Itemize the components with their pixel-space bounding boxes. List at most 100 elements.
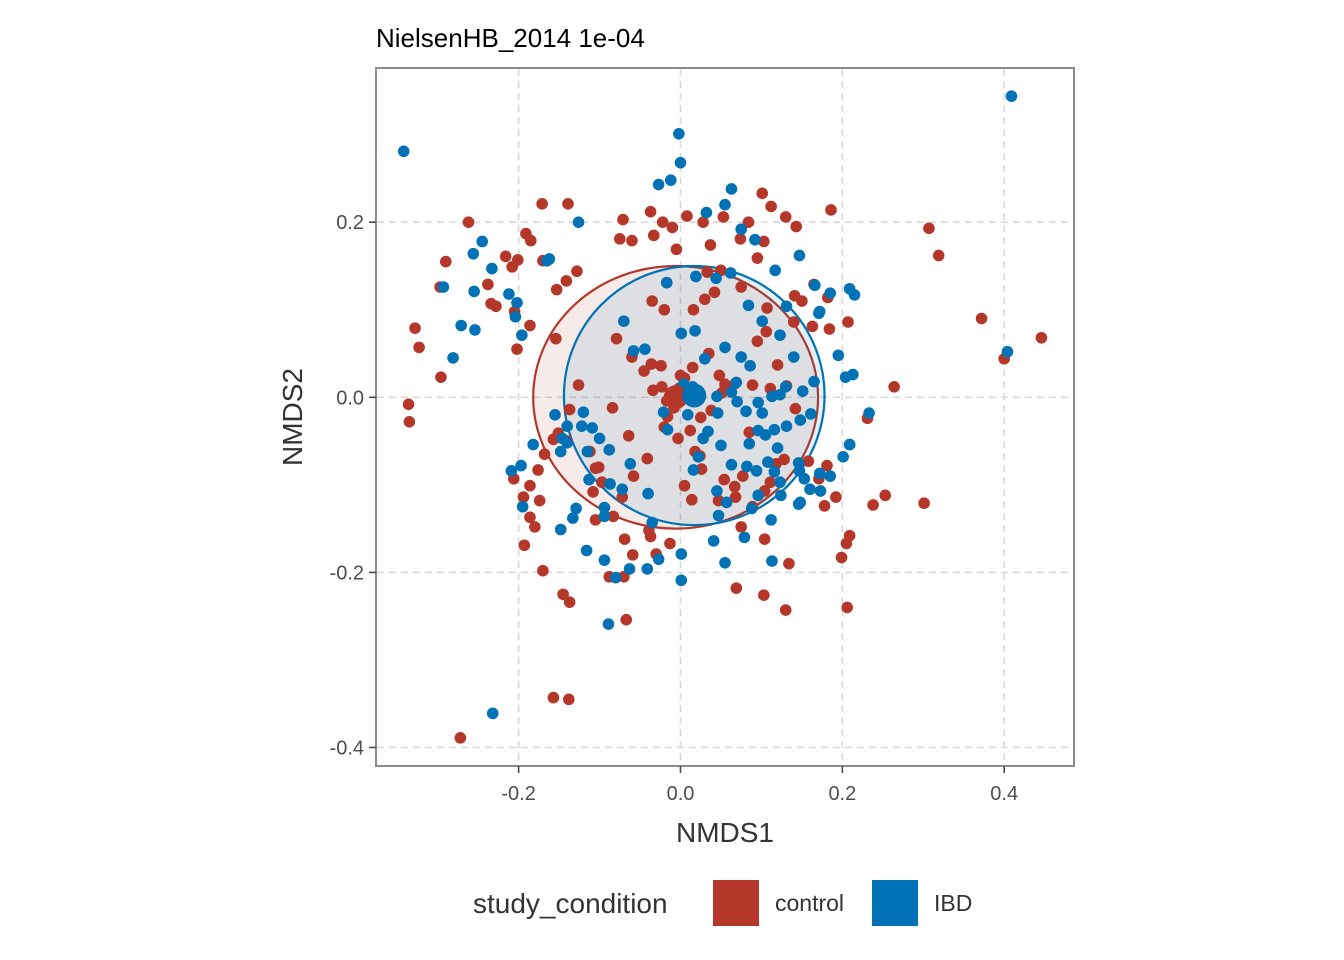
point-ibd	[804, 483, 816, 496]
point-control	[746, 379, 759, 391]
point-ibd	[469, 324, 481, 336]
point-ibd	[752, 489, 764, 502]
point-ibd	[652, 553, 665, 566]
legend-swatch-ibd	[872, 880, 918, 926]
point-control	[835, 551, 848, 564]
legend-title: study_condition	[473, 888, 668, 919]
point-control	[735, 281, 747, 293]
point-control	[686, 493, 698, 506]
point-ibd	[580, 544, 593, 557]
point-ibd	[570, 502, 582, 515]
point-ibd	[627, 345, 640, 357]
point-control	[644, 530, 657, 543]
point-ibd	[697, 432, 709, 445]
point-ibd	[725, 386, 738, 398]
x-tick-label: -0.2	[501, 783, 535, 805]
x-axis-ticks: -0.2 0.0 0.2 0.4	[501, 766, 1018, 805]
point-control	[620, 613, 633, 626]
point-control	[918, 497, 930, 510]
point-ibd	[741, 460, 753, 473]
point-control	[563, 596, 576, 608]
point-control	[482, 278, 494, 291]
point-control	[698, 293, 711, 306]
point-control	[622, 430, 635, 442]
point-control	[435, 371, 447, 383]
point-control	[524, 479, 536, 492]
point-ibd	[711, 407, 724, 419]
point-control	[606, 402, 619, 414]
point-control	[742, 216, 755, 229]
point-control	[704, 239, 717, 251]
point-control	[626, 549, 639, 561]
point-ibd	[711, 390, 723, 403]
centroid-control	[663, 385, 688, 410]
point-control	[717, 211, 730, 223]
point-control	[439, 255, 452, 268]
point-control	[818, 500, 831, 512]
point-control	[694, 411, 707, 424]
point-control	[796, 295, 808, 307]
point-ibd	[486, 262, 498, 275]
point-ibd	[577, 406, 590, 418]
point-control	[617, 213, 629, 226]
point-ibd	[738, 531, 751, 544]
point-control	[647, 229, 660, 242]
point-ibd	[516, 500, 529, 513]
point-ibd	[719, 341, 731, 354]
point-control	[656, 216, 669, 229]
point-control	[789, 402, 802, 415]
point-ibd	[675, 548, 688, 560]
point-control	[536, 198, 548, 210]
point-ibd	[798, 472, 811, 485]
point-ibd	[549, 409, 561, 421]
chart-title: NielsenHB_2014 1e-04	[376, 23, 645, 53]
point-ibd	[554, 523, 567, 536]
point-control	[841, 601, 854, 614]
point-control	[751, 335, 764, 348]
point-control	[670, 243, 683, 256]
point-control	[547, 691, 560, 704]
point-ibd	[675, 327, 688, 340]
point-ibd	[516, 329, 528, 341]
point-ibd	[675, 574, 688, 587]
point-ibd	[554, 445, 567, 458]
point-ibd	[715, 439, 727, 452]
point-ibd	[509, 310, 522, 323]
point-control	[563, 403, 576, 416]
point-ibd	[712, 509, 725, 522]
point-ibd	[808, 375, 820, 388]
point-ibd	[476, 235, 489, 248]
point-control	[729, 491, 742, 503]
point-ibd	[681, 409, 694, 421]
point-control	[687, 303, 700, 316]
point-control	[664, 537, 676, 550]
point-control	[686, 361, 699, 374]
point-control	[761, 302, 773, 314]
point-control	[681, 210, 693, 222]
point-control	[403, 416, 416, 428]
point-ibd	[541, 254, 553, 267]
point-ibd	[848, 289, 861, 301]
point-ibd	[740, 405, 752, 418]
point-control	[758, 533, 771, 545]
point-ibd	[742, 299, 755, 312]
point-ibd	[583, 473, 595, 486]
point-ibd	[692, 451, 705, 463]
point-ibd	[792, 457, 805, 469]
point-ibd	[779, 380, 792, 393]
point-control	[641, 452, 654, 465]
point-control	[518, 539, 531, 552]
point-control	[697, 216, 709, 229]
point-control	[538, 448, 551, 461]
point-ibd	[604, 478, 616, 490]
point-ibd	[774, 329, 786, 341]
point-control	[735, 521, 747, 533]
point-ibd	[511, 296, 523, 309]
point-control	[825, 204, 837, 216]
point-ibd	[687, 464, 700, 476]
point-ibd	[710, 272, 722, 285]
point-control	[587, 486, 599, 498]
point-control	[765, 200, 777, 213]
legend-swatch-control	[713, 880, 759, 926]
point-ibd	[744, 359, 756, 372]
